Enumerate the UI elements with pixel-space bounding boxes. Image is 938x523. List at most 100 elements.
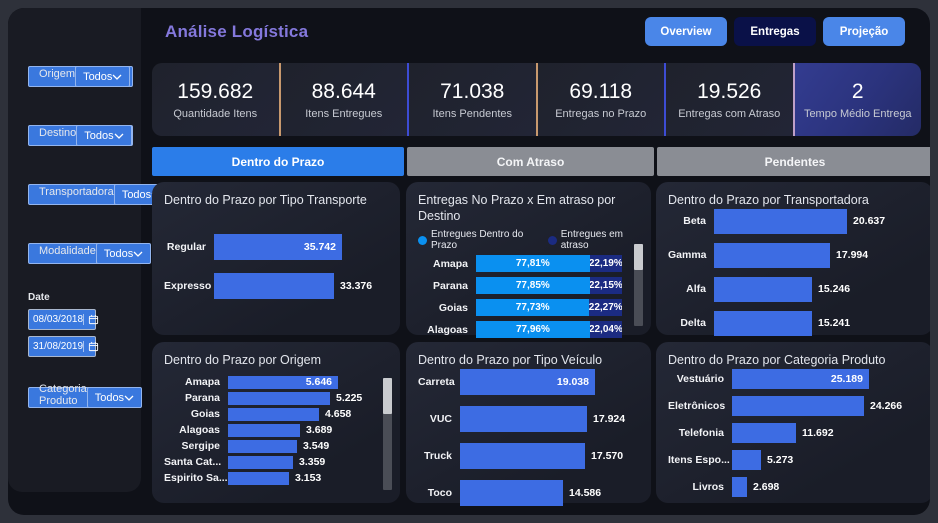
kpi-row: 159.682 Quantidade Itens 88.644 Itens Entre… (152, 63, 921, 136)
kpi-label: Tempo Médio Entrega (803, 107, 912, 120)
data-bar[interactable]: 19.038 (460, 368, 595, 395)
chart-title: Dentro do Prazo por Tipo Veículo (418, 353, 603, 367)
bar-row-beta: Beta 20.637 (668, 208, 921, 234)
data-label: 3.359 (299, 456, 326, 469)
data-bar[interactable] (460, 405, 587, 432)
data-bar[interactable] (228, 423, 300, 437)
filter-label-modalidade: Modalidade (39, 244, 96, 257)
scrollbar-thumb[interactable] (383, 378, 392, 414)
data-bar[interactable] (714, 208, 847, 234)
data-bar[interactable] (228, 391, 330, 405)
category-label: Parana (432, 279, 468, 292)
kpi-value: 19.526 (697, 79, 762, 103)
date-picker-button-from[interactable] (83, 314, 99, 325)
kpi-card-quantidade-itens: 159.682 Quantidade Itens (152, 63, 279, 136)
dropdown-value: Todos (83, 70, 113, 83)
stacked-segment[interactable]: 22,04% (589, 321, 622, 339)
filter-dropdown-origem[interactable]: Todos (75, 66, 131, 87)
category-label: Goias (190, 408, 220, 421)
data-bar[interactable] (228, 439, 297, 453)
data-bar[interactable] (460, 479, 563, 506)
dropdown-value: Todos (121, 188, 152, 201)
data-bar[interactable] (732, 449, 761, 470)
bar-row-vuc: VUC 17.924 (418, 405, 639, 432)
kpi-label: Itens Pendentes (432, 107, 512, 120)
category-label: Goias (438, 301, 468, 314)
bar-track: 25.189 (732, 368, 921, 389)
data-bar[interactable] (714, 242, 830, 268)
stacked-segment[interactable]: 77,81% (476, 255, 590, 273)
data-bar[interactable]: 5.646 (228, 375, 338, 389)
legend-dot (547, 235, 557, 245)
nav-button-entregas[interactable]: Entregas (734, 17, 816, 46)
data-bar[interactable] (714, 310, 812, 336)
nav-button-projecao[interactable]: Projeção (823, 17, 905, 46)
panel-dentro-prazo-tipo-veiculo: Dentro do Prazo por Tipo Veículo Carreta 1… (406, 342, 651, 506)
bar-row-sergipe: Sergipe 3.549 (164, 439, 388, 453)
filter-label-origem: Origem (39, 67, 76, 80)
filter-label-transportadora: Transportadora (39, 185, 114, 198)
data-label: 20.637 (853, 215, 886, 228)
data-bar[interactable] (714, 276, 812, 302)
chevron-down-icon (112, 74, 122, 80)
data-bar[interactable] (732, 395, 864, 416)
filter-label-categoria-produto: Categoria Produto (39, 382, 87, 407)
bar-track: 3.359 (228, 455, 388, 469)
data-label: 25.189 (830, 372, 863, 385)
legend-label: Entregues Dentro do Prazo (431, 229, 524, 252)
data-bar[interactable] (214, 272, 334, 299)
bar-track: 19.038 (460, 368, 639, 395)
data-bar[interactable] (732, 476, 747, 497)
nav-button-overview[interactable]: Overview (645, 17, 727, 46)
data-bar[interactable]: 25.189 (732, 368, 869, 389)
data-label: 14.586 (569, 486, 602, 499)
date-picker-button-to[interactable] (83, 341, 99, 352)
filter-section-modalidade: Modalidade Todos (28, 243, 152, 264)
chevron-down-icon (133, 251, 143, 257)
filter-dropdown-modalidade[interactable]: Todos (95, 243, 152, 264)
stacked-segment[interactable]: 77,96% (476, 321, 590, 339)
tab-pendentes[interactable]: Pendentes (657, 147, 930, 176)
calendar-icon (88, 341, 99, 352)
data-label: 35.742 (303, 240, 336, 253)
bar-row-eletronicos: Eletrônicos 24.266 (668, 395, 921, 416)
bar-track: 35.742 (214, 233, 388, 260)
data-label: 17.570 (591, 449, 624, 462)
data-label: 11.692 (802, 426, 834, 439)
stacked-segment[interactable]: 77,85% (476, 277, 590, 295)
data-bar[interactable] (228, 407, 319, 421)
stacked-segment[interactable]: 22,15% (589, 277, 622, 295)
filter-section-transportadora: Transportadora Todos (28, 184, 170, 205)
data-label: 24.266 (870, 399, 903, 412)
data-bar[interactable] (228, 471, 289, 485)
stacked-segment[interactable]: 22,27% (589, 299, 622, 317)
chart-plot-area: Vestuário 25.189 Eletrônicos 24.266 Telefoni… (668, 368, 921, 497)
date-value-from: 08/03/2018 (33, 314, 84, 325)
data-label: 2.698 (753, 480, 780, 493)
category-label: Parana (184, 392, 220, 405)
kpi-label: Quantidade Itens (173, 107, 258, 120)
data-bar[interactable] (460, 442, 585, 469)
date-input-to[interactable]: 31/08/2019 (28, 336, 99, 357)
bar-row-regular: Regular 35.742 (164, 233, 388, 260)
data-bar[interactable]: 35.742 (214, 233, 342, 260)
chart-legend: Entregues Dentro do Prazo Entregues em at… (418, 229, 639, 251)
category-label: Santa Cat... (164, 456, 222, 469)
filter-dropdown-categoria-produto[interactable]: Todos (86, 387, 143, 408)
category-label: VUC (429, 412, 452, 425)
stacked-segment[interactable]: 22,19% (589, 255, 622, 273)
category-label: Expresso (164, 279, 212, 292)
bar-row-expresso: Expresso 33.376 (164, 272, 388, 299)
category-label: Amapa (432, 257, 468, 270)
data-bar[interactable] (732, 422, 796, 443)
chart-title: Dentro do Prazo por Tipo Transporte (164, 193, 367, 207)
filter-dropdown-destino[interactable]: Todos (76, 125, 132, 146)
kpi-divider (278, 63, 281, 136)
data-bar[interactable] (228, 455, 293, 469)
stacked-segment[interactable]: 77,73% (476, 299, 590, 317)
date-input-from[interactable]: 08/03/2018 (28, 309, 99, 330)
tab-dentro-do-prazo[interactable]: Dentro do Prazo (152, 147, 404, 176)
kpi-card-entregas-com-atraso: 19.526 Entregas com Atraso (666, 63, 793, 136)
scrollbar-thumb[interactable] (634, 244, 643, 270)
tab-com-atraso[interactable]: Com Atraso (407, 147, 654, 176)
